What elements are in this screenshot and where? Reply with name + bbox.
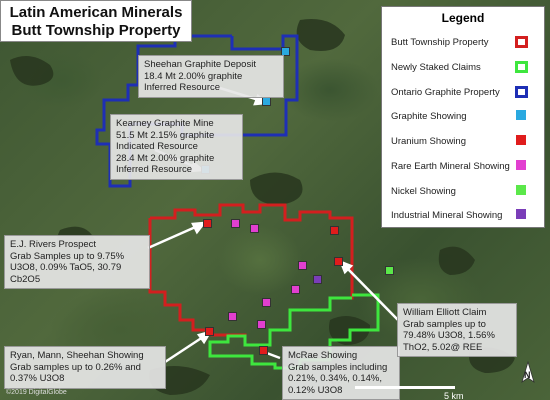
rare-earth-marker[interactable] — [228, 312, 237, 321]
map-title-box: Latin American Minerals Butt Township Pr… — [0, 0, 192, 42]
callout-line: Grab samples including — [288, 362, 394, 374]
legend-label: Newly Staked Claims — [391, 62, 481, 73]
callout-line: William Elliott Claim — [403, 307, 511, 319]
legend-label: Butt Township Property — [391, 37, 489, 48]
legend-label: Uranium Showing — [391, 136, 466, 147]
legend-label: Nickel Showing — [391, 186, 456, 197]
industrial-marker[interactable] — [313, 275, 322, 284]
imagery-attribution: ©2019 DigitalGlobe — [6, 389, 67, 396]
callout-line: Inferred Resource — [116, 164, 237, 176]
legend-item-butt-township: Butt Township Property — [382, 35, 546, 51]
uranium-square-icon — [516, 135, 526, 145]
legend-label: Graphite Showing — [391, 111, 467, 122]
callout-line: E.J. Rivers Prospect — [10, 239, 144, 251]
uranium-marker[interactable] — [334, 257, 343, 266]
green-outline-icon — [515, 61, 528, 73]
legend-label: Rare Earth Mineral Showing — [391, 161, 510, 172]
callout-line: Ryan, Mann, Sheehan Showing — [10, 350, 160, 362]
legend-label: Ontario Graphite Property — [391, 87, 500, 98]
rare-earth-marker[interactable] — [298, 261, 307, 270]
rare-earth-square-icon — [516, 160, 526, 170]
scale-bar-icon — [355, 384, 455, 392]
legend-item-industrial: Industrial Mineral Showing — [382, 208, 546, 224]
callout-william-elliott: William Elliott Claim Grab samples up to… — [397, 303, 517, 357]
callout-line: 28.4 Mt 2.00% graphite — [116, 153, 237, 165]
uranium-marker[interactable] — [203, 219, 212, 228]
industrial-square-icon — [516, 209, 526, 219]
callout-line: Inferred Resource — [144, 82, 278, 94]
callout-ryan-mann-sheehan: Ryan, Mann, Sheehan Showing Grab samples… — [4, 346, 166, 389]
legend-title: Legend — [382, 11, 544, 29]
callout-line: Grab samples up to — [403, 319, 511, 331]
callout-line: Grab samples up to 0.26% and — [10, 362, 160, 374]
map-title: Latin American Minerals — [7, 4, 185, 22]
callout-line: Grab Samples up to 9.75% — [10, 251, 144, 263]
rare-earth-marker[interactable] — [231, 219, 240, 228]
nickel-square-icon — [516, 185, 526, 195]
callout-kearney: Kearney Graphite Mine 51.5 Mt 2.15% grap… — [110, 114, 243, 180]
legend-item-newly-staked: Newly Staked Claims — [382, 60, 546, 76]
north-label: N — [524, 370, 531, 380]
rare-earth-marker[interactable] — [262, 298, 271, 307]
callout-line: 18.4 Mt 2.00% graphite — [144, 71, 278, 83]
red-outline-icon — [515, 36, 528, 48]
graphite-marker[interactable] — [262, 97, 271, 106]
legend-item-nickel: Nickel Showing — [382, 184, 546, 200]
legend-item-ontario-graphite: Ontario Graphite Property — [382, 85, 546, 101]
callout-ej-rivers: E.J. Rivers Prospect Grab Samples up to … — [4, 235, 150, 289]
graphite-square-icon — [516, 110, 526, 120]
scale-bar: 5 km — [410, 390, 430, 400]
callout-line: Sheehan Graphite Deposit — [144, 59, 278, 71]
callout-line: 0.21%, 0.34%, 0.14%, — [288, 373, 394, 385]
map-subtitle: Butt Township Property — [7, 22, 185, 40]
legend-item-graphite: Graphite Showing — [382, 109, 546, 125]
callout-line: U3O8, 0.09% TaO5, 30.79 — [10, 262, 144, 274]
legend: Legend Butt Township Property Newly Stak… — [381, 6, 545, 228]
legend-item-rare-earth: Rare Earth Mineral Showing — [382, 159, 546, 175]
nickel-marker[interactable] — [385, 266, 394, 275]
legend-label: Industrial Mineral Showing — [391, 210, 502, 221]
blue-outline-icon — [515, 86, 528, 98]
callout-line: Kearney Graphite Mine — [116, 118, 237, 130]
rare-earth-marker[interactable] — [291, 285, 300, 294]
callout-line: ThO2, 5.02@ REE — [403, 342, 511, 354]
callout-line: 51.5 Mt 2.15% graphite — [116, 130, 237, 142]
rare-earth-marker[interactable] — [257, 320, 266, 329]
callout-line: Cb2O5 — [10, 274, 144, 286]
callout-sheehan: Sheehan Graphite Deposit 18.4 Mt 2.00% g… — [138, 55, 284, 98]
uranium-marker[interactable] — [205, 327, 214, 336]
callout-line: McRae Showing — [288, 350, 394, 362]
rare-earth-marker[interactable] — [250, 224, 259, 233]
uranium-marker[interactable] — [259, 346, 268, 355]
callout-line: Indicated Resource — [116, 141, 237, 153]
callout-line: 0.37% U3O8 — [10, 373, 160, 385]
scale-label: 5 km — [444, 391, 464, 400]
north-arrow: N — [518, 360, 538, 392]
uranium-marker[interactable] — [330, 226, 339, 235]
callout-line: 79.48% U3O8, 1.56% — [403, 330, 511, 342]
legend-item-uranium: Uranium Showing — [382, 134, 546, 150]
